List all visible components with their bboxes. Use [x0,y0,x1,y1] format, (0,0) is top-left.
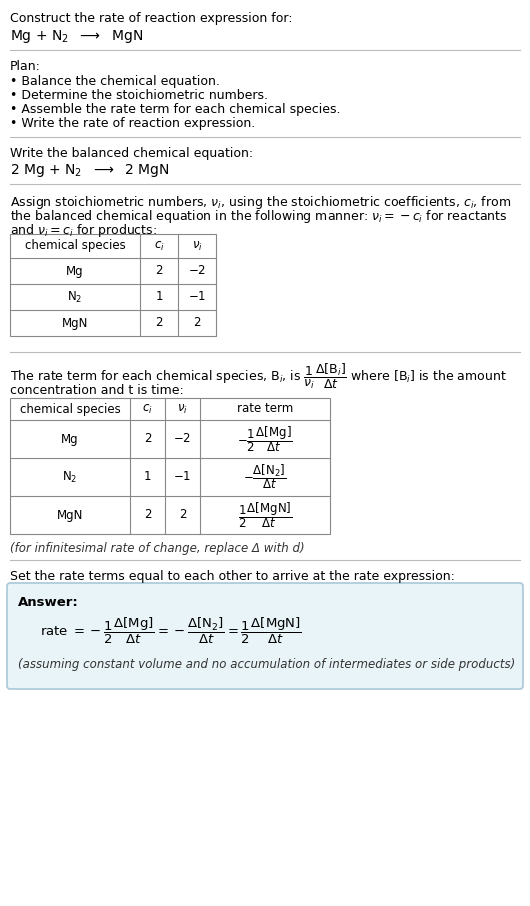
Text: • Determine the stoichiometric numbers.: • Determine the stoichiometric numbers. [10,89,268,102]
Text: chemical species: chemical species [20,402,120,416]
Text: 2: 2 [144,508,151,522]
Text: $-2$: $-2$ [173,432,192,446]
Text: rate term: rate term [237,402,293,416]
Text: Construct the rate of reaction expression for:: Construct the rate of reaction expressio… [10,12,293,25]
Text: chemical species: chemical species [24,239,126,253]
Text: 1: 1 [144,470,151,484]
Text: rate $= -\dfrac{1}{2}\dfrac{\Delta[\mathrm{Mg}]}{\Delta t} = -\dfrac{\Delta[\mat: rate $= -\dfrac{1}{2}\dfrac{\Delta[\math… [40,616,302,646]
FancyBboxPatch shape [7,583,523,689]
Text: $\nu_i$: $\nu_i$ [191,239,202,253]
Text: N$_2$: N$_2$ [67,289,83,304]
Text: Mg: Mg [61,432,79,446]
Text: Mg: Mg [66,265,84,277]
Text: $-\dfrac{\Delta[\mathrm{N_2}]}{\Delta t}$: $-\dfrac{\Delta[\mathrm{N_2}]}{\Delta t}… [243,463,287,491]
Text: $\nu_i$: $\nu_i$ [177,402,188,416]
Text: • Balance the chemical equation.: • Balance the chemical equation. [10,75,220,88]
Text: MgN: MgN [57,508,83,522]
Text: • Write the rate of reaction expression.: • Write the rate of reaction expression. [10,117,255,130]
Text: $c_i$: $c_i$ [154,239,164,253]
Text: $-2$: $-2$ [188,265,206,277]
Text: $-\dfrac{1}{2}\dfrac{\Delta[\mathrm{Mg}]}{\Delta t}$: $-\dfrac{1}{2}\dfrac{\Delta[\mathrm{Mg}]… [237,424,293,454]
Text: The rate term for each chemical species, B$_i$, is $\dfrac{1}{\nu_i}\dfrac{\Delt: The rate term for each chemical species,… [10,362,507,391]
Text: $c_i$: $c_i$ [142,402,153,416]
Text: Mg + N$_2$  $\longrightarrow$  MgN: Mg + N$_2$ $\longrightarrow$ MgN [10,28,143,45]
Text: and $\nu_i = c_i$ for products:: and $\nu_i = c_i$ for products: [10,222,157,239]
Text: $\dfrac{1}{2}\dfrac{\Delta[\mathrm{MgN}]}{\Delta t}$: $\dfrac{1}{2}\dfrac{\Delta[\mathrm{MgN}]… [238,500,292,530]
Text: • Assemble the rate term for each chemical species.: • Assemble the rate term for each chemic… [10,103,340,116]
Text: 2: 2 [155,265,163,277]
Text: Set the rate terms equal to each other to arrive at the rate expression:: Set the rate terms equal to each other t… [10,570,455,583]
Text: (assuming constant volume and no accumulation of intermediates or side products): (assuming constant volume and no accumul… [18,658,515,671]
Text: Assign stoichiometric numbers, $\nu_i$, using the stoichiometric coefficients, $: Assign stoichiometric numbers, $\nu_i$, … [10,194,511,211]
Text: 2 Mg + N$_2$  $\longrightarrow$  2 MgN: 2 Mg + N$_2$ $\longrightarrow$ 2 MgN [10,162,170,179]
Bar [10,398,330,534]
Text: Write the balanced chemical equation:: Write the balanced chemical equation: [10,147,253,160]
Text: 2: 2 [155,316,163,330]
Text: $-1$: $-1$ [188,291,206,304]
Text: 2: 2 [179,508,186,522]
Text: Answer:: Answer: [18,596,79,609]
Text: 2: 2 [193,316,201,330]
Text: $-1$: $-1$ [173,470,192,484]
Text: the balanced chemical equation in the following manner: $\nu_i = -c_i$ for react: the balanced chemical equation in the fo… [10,208,508,225]
Text: 1: 1 [155,291,163,304]
Text: 2: 2 [144,432,151,446]
Text: Plan:: Plan: [10,60,41,73]
Text: MgN: MgN [62,316,88,330]
Text: N$_2$: N$_2$ [63,469,78,485]
Bar [10,234,216,336]
Text: (for infinitesimal rate of change, replace Δ with d): (for infinitesimal rate of change, repla… [10,542,305,555]
Text: concentration and t is time:: concentration and t is time: [10,384,184,397]
